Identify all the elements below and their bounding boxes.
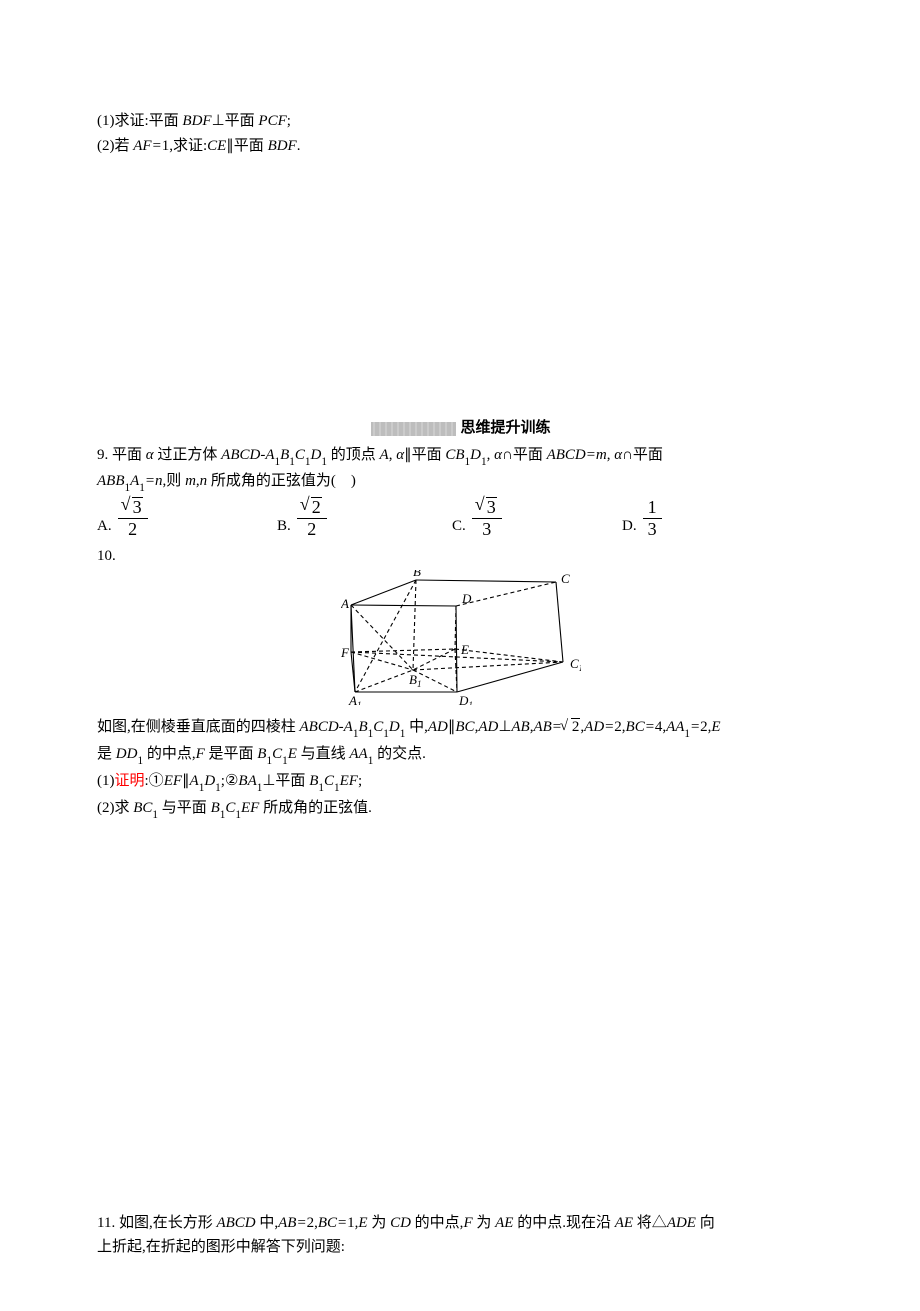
label-a: A. (97, 515, 112, 538)
svg-text:D1: D1 (458, 693, 473, 705)
q10-figure: A B C D A1 B1 C1 D1 F E (97, 570, 825, 713)
top-line-1: (1)求证:平面 BDF⊥平面 PCF; (97, 110, 825, 133)
svg-text:D: D (461, 591, 472, 606)
q11-block: 11. 如图,在长方形 ABCD 中,AB=2,BC=1,E 为 CD 的中点,… (97, 1212, 825, 1259)
txt: ABB1A1=n,则 m,n 所成角的正弦值为( ) (97, 473, 356, 489)
svg-text:C1: C1 (570, 656, 581, 673)
choice-c: C. 3 3 (452, 497, 622, 537)
frac-a: 3 2 (118, 497, 148, 539)
q10-line1: 如图,在侧棱垂直底面的四棱柱 ABCD-A1B1C1D1 中,AD∥BC,AD⊥… (97, 716, 825, 741)
txt: 是 DD1 的中点,F 是平面 B1C1E 与直线 AA1 的交点. (97, 746, 426, 762)
svg-text:B1: B1 (409, 672, 422, 689)
section-header: 思维提升训练 (97, 417, 825, 440)
q10-line3: (1)证明:①EF∥A1D1;②BA1⊥平面 B1C1EF; (97, 770, 825, 795)
txt: 如图,在侧棱垂直底面的四棱柱 ABCD-A1B1C1D1 中,AD∥BC,AD⊥… (97, 719, 721, 735)
q11-line2: 上折起,在折起的图形中解答下列问题: (97, 1236, 825, 1259)
q10-line2: 是 DD1 的中点,F 是平面 B1C1E 与直线 AA1 的交点. (97, 743, 825, 768)
svg-text:A: A (341, 596, 349, 611)
frac-c: 3 3 (472, 497, 502, 539)
svg-text:B: B (413, 570, 421, 579)
txt: 11. 如图,在长方形 ABCD 中,AB=2,BC=1,E 为 CD 的中点,… (97, 1215, 715, 1231)
svg-text:C: C (561, 571, 570, 586)
label-c: C. (452, 515, 466, 538)
svg-text:A1: A1 (348, 693, 362, 705)
q9-line1: 9. 平面 α 过正方体 ABCD-A1B1C1D1 的顶点 A, α∥平面 C… (97, 444, 825, 469)
q11-line1: 11. 如图,在长方形 ABCD 中,AB=2,BC=1,E 为 CD 的中点,… (97, 1212, 825, 1235)
choice-a: A. 3 2 (97, 497, 277, 537)
red-proof: 证明 (115, 773, 145, 789)
choice-d: D. 1 3 (622, 498, 762, 537)
q9-choices: A. 3 2 B. 2 2 C. 3 3 D. 1 3 (97, 497, 825, 537)
section-title: 思维提升训练 (460, 420, 550, 436)
frac-d: 1 3 (643, 498, 662, 539)
choice-b: B. 2 2 (277, 497, 452, 537)
txt: (1)证明:①EF∥A1D1;②BA1⊥平面 B1C1EF; (97, 773, 362, 789)
svg-text:F: F (341, 645, 350, 660)
txt: (2)若 AF=1,求证:CE∥平面 BDF. (97, 138, 300, 154)
prism-diagram: A B C D A1 B1 C1 D1 F E (341, 570, 581, 705)
txt: (1)求证:平面 BDF⊥平面 PCF; (97, 113, 291, 129)
q9-line2: ABB1A1=n,则 m,n 所成角的正弦值为( ) (97, 470, 825, 495)
txt: 9. 平面 α 过正方体 ABCD-A1B1C1D1 的顶点 A, α∥平面 C… (97, 447, 663, 463)
label-d: D. (622, 515, 637, 538)
txt: (2)求 BC1 与平面 B1C1EF 所成角的正弦值. (97, 800, 372, 816)
frac-b: 2 2 (297, 497, 327, 539)
svg-text:E: E (460, 642, 469, 657)
section-decoration (371, 422, 456, 436)
label-b: B. (277, 515, 291, 538)
top-line-2: (2)若 AF=1,求证:CE∥平面 BDF. (97, 135, 825, 158)
q10-line4: (2)求 BC1 与平面 B1C1EF 所成角的正弦值. (97, 797, 825, 822)
q10-number: 10. (97, 545, 825, 568)
